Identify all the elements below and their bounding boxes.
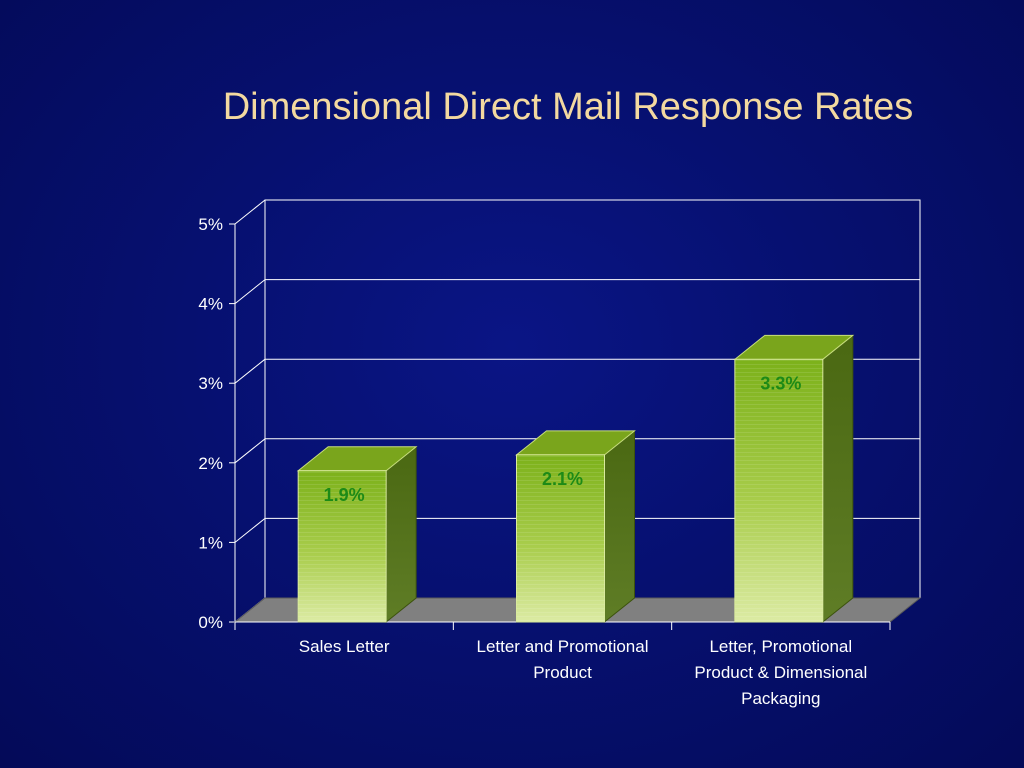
- y-tick-label: 3%: [198, 374, 223, 393]
- data-label: 3.3%: [760, 373, 801, 393]
- side-gridline: [234, 438, 266, 464]
- bar-side: [604, 429, 635, 624]
- y-tick-label: 1%: [198, 533, 223, 552]
- category-label: Letter and Promotional: [477, 637, 649, 656]
- category-label: Product: [533, 663, 592, 682]
- bar-texture: [734, 359, 823, 622]
- side-gridline: [234, 518, 266, 543]
- category-label: Sales Letter: [299, 637, 390, 656]
- side-gridline: [234, 358, 266, 384]
- bar-side: [822, 334, 854, 624]
- y-tick-label: 2%: [198, 454, 223, 473]
- slide-title: Dimensional Direct Mail Response Rates: [222, 86, 914, 128]
- category-label: Product & Dimensional: [694, 663, 867, 682]
- category-label: Letter, Promotional: [709, 637, 852, 656]
- data-label: 1.9%: [324, 485, 365, 505]
- bar-side: [385, 445, 417, 624]
- bar-texture: [298, 470, 387, 622]
- side-gridline: [234, 279, 266, 304]
- bar-texture: [516, 454, 605, 622]
- y-tick-label: 4%: [198, 295, 223, 314]
- data-label: 2.1%: [542, 469, 583, 489]
- side-gridline: [234, 199, 266, 225]
- y-tick-label: 0%: [198, 613, 223, 632]
- y-tick-label: 5%: [198, 215, 223, 234]
- category-label: Packaging: [741, 689, 820, 708]
